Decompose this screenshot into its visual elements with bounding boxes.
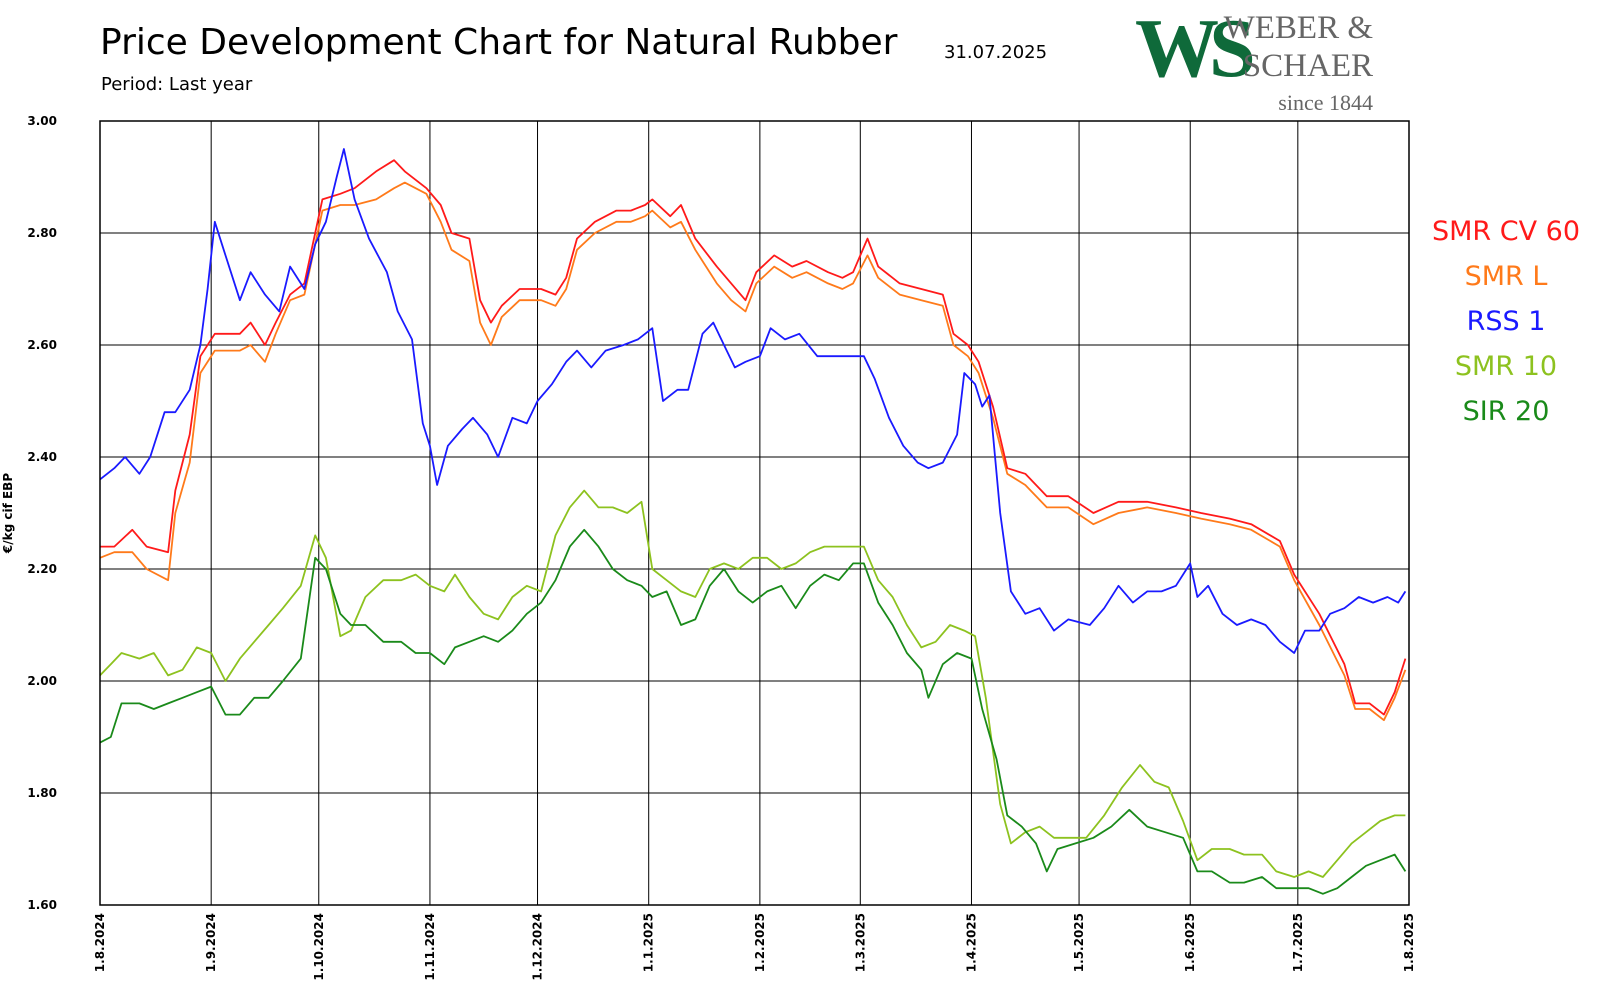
x-tick-label: 1.4.2025 bbox=[964, 913, 978, 972]
y-tick-label: 1.80 bbox=[27, 786, 57, 800]
x-tick-label: 1.9.2024 bbox=[204, 913, 218, 972]
x-tick-label: 1.6.2025 bbox=[1183, 913, 1197, 972]
legend-item-sir-20: SIR 20 bbox=[1462, 396, 1550, 427]
series-line-rss-1 bbox=[99, 148, 1407, 654]
chart-subtitle: Period: Last year bbox=[101, 74, 253, 95]
x-tick-labels: 1.8.2024 1.9.2024 1.10.2024 1.11.2024 1.12.2… bbox=[93, 913, 1416, 981]
x-tick-label: 1.8.2024 bbox=[93, 913, 107, 972]
x-tick-label: 1.10.2024 bbox=[312, 913, 326, 981]
logo-mark: WS bbox=[1135, 4, 1253, 95]
logo-since: since 1844 bbox=[1278, 90, 1373, 115]
x-tick-label: 1.11.2024 bbox=[423, 913, 437, 981]
series-line-smr-10 bbox=[99, 489, 1406, 878]
x-tick-label: 1.1.2025 bbox=[642, 913, 656, 972]
x-tick-label: 1.5.2025 bbox=[1072, 913, 1086, 972]
y-tick-label: 1.60 bbox=[27, 898, 57, 912]
series-line-smr-cv-60 bbox=[100, 159, 1407, 716]
page-title: Price Development Chart for Natural Rubb… bbox=[100, 22, 898, 63]
plot-area bbox=[99, 120, 1410, 906]
grid bbox=[99, 120, 1410, 906]
x-tick-label: 1.7.2025 bbox=[1291, 913, 1305, 972]
y-tick-label: 3.00 bbox=[27, 114, 57, 128]
y-tick-label: 2.80 bbox=[27, 226, 57, 240]
series-lines bbox=[99, 148, 1407, 895]
series-line-smr-l bbox=[99, 181, 1407, 722]
legend-item-smr-cv-60: SMR CV 60 bbox=[1431, 216, 1581, 247]
y-axis-label: €/kg cif EBP bbox=[1, 473, 15, 554]
x-tick-label: 1.2.2025 bbox=[753, 913, 767, 972]
y-tick-label: 2.20 bbox=[27, 562, 57, 576]
y-tick-label: 2.40 bbox=[27, 450, 57, 464]
x-tick-label: 1.8.2025 bbox=[1402, 913, 1416, 972]
logo-name-line2: SCHAER bbox=[1243, 48, 1373, 84]
y-tick-labels: 1.60 1.80 2.00 2.20 2.40 2.60 2.80 3.00 bbox=[27, 114, 57, 912]
series-line-sir-20 bbox=[99, 528, 1407, 895]
y-tick-label: 2.00 bbox=[27, 674, 57, 688]
x-tick-label: 1.12.2024 bbox=[531, 913, 545, 981]
y-tick-label: 2.60 bbox=[27, 338, 57, 352]
legend-item-smr-l: SMR L bbox=[1464, 261, 1548, 292]
legend-item-smr-10: SMR 10 bbox=[1454, 351, 1558, 382]
logo-name-line1: WEBER & bbox=[1224, 10, 1374, 46]
chart-date: 31.07.2025 bbox=[944, 42, 1048, 63]
x-tick-label: 1.3.2025 bbox=[853, 913, 867, 972]
legend-item-rss-1: RSS 1 bbox=[1466, 306, 1546, 337]
company-logo: WS WEBER & SCHAER since 1844 bbox=[1135, 4, 1374, 115]
